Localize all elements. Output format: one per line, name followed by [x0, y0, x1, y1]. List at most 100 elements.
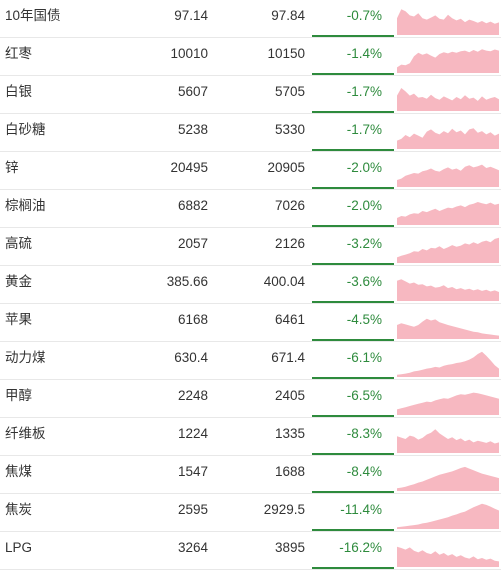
table-row[interactable]: 苹果 6168 6461 -4.5%	[0, 304, 501, 342]
sparkline-area	[397, 237, 499, 263]
previous-price: 6461	[274, 312, 305, 327]
sparkline-area	[397, 128, 499, 149]
sparkline-area	[397, 392, 499, 415]
latest-price: 6168	[177, 312, 208, 327]
table-row[interactable]: 10年国债 97.14 97.84 -0.7%	[0, 0, 501, 38]
table-row[interactable]: 焦煤 1547 1688 -8.4%	[0, 456, 501, 494]
sparkline-area	[397, 164, 499, 187]
previous-price: 2929.5	[263, 502, 305, 517]
trend-sparkline	[397, 49, 499, 73]
table-row[interactable]: 高硫 2057 2126 -3.2%	[0, 228, 501, 266]
latest-price: 2248	[177, 388, 208, 403]
change-percent: -8.4%	[312, 456, 394, 493]
change-percent: -4.5%	[312, 304, 394, 341]
latest-price: 20495	[170, 160, 208, 175]
table-row[interactable]: 白砂糖 5238 5330 -1.7%	[0, 114, 501, 152]
change-percent: -3.2%	[312, 228, 394, 265]
table-row[interactable]: 黄金 385.66 400.04 -3.6%	[0, 266, 501, 304]
previous-price: 400.04	[263, 274, 305, 289]
trend-sparkline	[397, 237, 499, 263]
latest-price: 2595	[177, 502, 208, 517]
commodity-name[interactable]: 棕榈油	[5, 198, 46, 213]
commodity-name[interactable]: 甲醇	[5, 388, 32, 403]
change-percent: -0.7%	[312, 0, 394, 37]
previous-price: 1688	[274, 464, 305, 479]
change-percent: -6.1%	[312, 342, 394, 379]
change-percent: -16.2%	[312, 532, 394, 569]
previous-price: 1335	[274, 426, 305, 441]
sparkline-area	[397, 9, 499, 35]
trend-sparkline	[397, 503, 499, 529]
commodity-name[interactable]: 高硫	[5, 236, 32, 251]
previous-price: 5705	[274, 84, 305, 99]
sparkline-area	[397, 88, 499, 111]
commodity-name[interactable]: 焦炭	[5, 502, 32, 517]
commodity-name[interactable]: 纤维板	[5, 426, 46, 441]
commodity-name[interactable]: 动力煤	[5, 350, 46, 365]
latest-price: 97.14	[174, 8, 208, 23]
trend-sparkline	[397, 164, 499, 187]
commodity-name[interactable]: LPG	[5, 540, 33, 555]
latest-price: 2057	[177, 236, 208, 251]
previous-price: 10150	[267, 46, 305, 61]
trend-sparkline	[397, 546, 499, 567]
commodity-name[interactable]: 焦煤	[5, 464, 32, 479]
sparkline-area	[397, 503, 499, 529]
trend-sparkline	[397, 466, 499, 491]
trend-sparkline	[397, 429, 499, 453]
change-percent: -2.0%	[312, 190, 394, 227]
change-percent: -1.7%	[312, 114, 394, 151]
latest-price: 3264	[177, 540, 208, 555]
sparkline-area	[397, 351, 499, 377]
table-row[interactable]: LPG 3264 3895 -16.2%	[0, 532, 501, 570]
previous-price: 2405	[274, 388, 305, 403]
latest-price: 1224	[177, 426, 208, 441]
change-percent: -1.4%	[312, 38, 394, 75]
commodity-name[interactable]: 红枣	[5, 46, 32, 61]
trend-sparkline	[397, 202, 499, 225]
latest-price: 10010	[170, 46, 208, 61]
change-percent: -6.5%	[312, 380, 394, 417]
latest-price: 385.66	[166, 274, 208, 289]
commodity-name[interactable]: 白砂糖	[5, 122, 46, 137]
latest-price: 630.4	[174, 350, 208, 365]
change-percent: -11.4%	[312, 494, 394, 531]
trend-sparkline	[397, 88, 499, 111]
latest-price: 6882	[177, 198, 208, 213]
previous-price: 5330	[274, 122, 305, 137]
latest-price: 1547	[177, 464, 208, 479]
table-row[interactable]: 红枣 10010 10150 -1.4%	[0, 38, 501, 76]
table-row[interactable]: 白银 5607 5705 -1.7%	[0, 76, 501, 114]
table-row[interactable]: 锌 20495 20905 -2.0%	[0, 152, 501, 190]
change-percent: -1.7%	[312, 76, 394, 113]
table-row[interactable]: 纤维板 1224 1335 -8.3%	[0, 418, 501, 456]
commodity-name[interactable]: 苹果	[5, 312, 32, 327]
sparkline-area	[397, 202, 499, 225]
previous-price: 97.84	[271, 8, 305, 23]
previous-price: 2126	[274, 236, 305, 251]
change-percent: -3.6%	[312, 266, 394, 303]
trend-sparkline	[397, 9, 499, 35]
sparkline-area	[397, 466, 499, 491]
trend-sparkline	[397, 351, 499, 377]
commodity-name[interactable]: 锌	[5, 160, 19, 175]
sparkline-area	[397, 429, 499, 453]
latest-price: 5607	[177, 84, 208, 99]
sparkline-area	[397, 318, 499, 339]
trend-sparkline	[397, 392, 499, 415]
table-row[interactable]: 棕榈油 6882 7026 -2.0%	[0, 190, 501, 228]
sparkline-area	[397, 49, 499, 73]
change-percent: -8.3%	[312, 418, 394, 455]
change-percent: -2.0%	[312, 152, 394, 189]
latest-price: 5238	[177, 122, 208, 137]
commodity-name[interactable]: 10年国债	[5, 8, 61, 23]
commodity-name[interactable]: 黄金	[5, 274, 32, 289]
commodity-name[interactable]: 白银	[5, 84, 32, 99]
table-row[interactable]: 焦炭 2595 2929.5 -11.4%	[0, 494, 501, 532]
previous-price: 20905	[267, 160, 305, 175]
trend-sparkline	[397, 318, 499, 339]
table-row[interactable]: 甲醇 2248 2405 -6.5%	[0, 380, 501, 418]
previous-price: 3895	[274, 540, 305, 555]
table-row[interactable]: 动力煤 630.4 671.4 -6.1%	[0, 342, 501, 380]
previous-price: 7026	[274, 198, 305, 213]
